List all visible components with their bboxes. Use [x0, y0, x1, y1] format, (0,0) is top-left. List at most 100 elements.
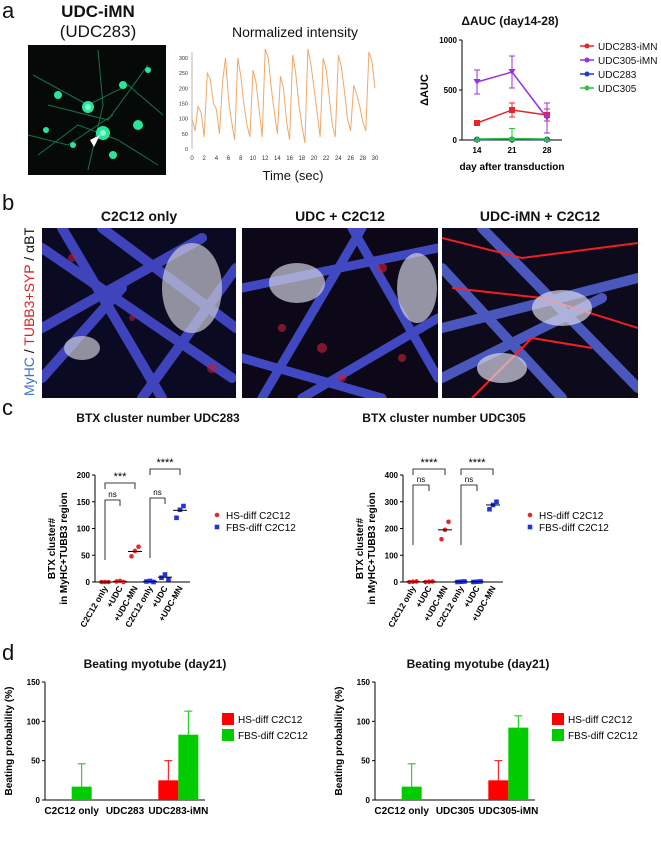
beating-ylabel: Beating probability (%) — [334, 687, 345, 796]
beating-ytick-label: 0 — [366, 796, 371, 805]
beating-ytick-label: 100 — [27, 717, 41, 726]
panel-b-ylabel-part: / αBTX — [21, 228, 37, 265]
btx-udc305-title: BTX cluster number UDC305 — [362, 411, 526, 425]
auc-point — [473, 136, 481, 142]
beating-ytick-label: 0 — [36, 796, 41, 805]
panel-label-d: d — [2, 640, 15, 665]
btx-legend-marker — [214, 524, 220, 530]
auc-title: ΔAUC (day14-28) — [461, 14, 559, 28]
btx-legend-marker — [214, 512, 220, 518]
trace-xtick: 6 — [227, 156, 231, 162]
auc-legend-label: UDC305 — [598, 84, 637, 95]
auc-xtick-label: 28 — [543, 146, 552, 155]
auc-point — [474, 120, 480, 126]
btx-point — [136, 544, 141, 549]
auc-xlabel: day after transduction — [459, 162, 564, 173]
beating-legend-swatch — [552, 729, 564, 741]
beating-udc305-title: Beating myotube (day21) — [406, 657, 550, 671]
beating-xtick-label: UDC305-iMN — [478, 806, 538, 817]
panel-b-title-udc: UDC + C2C12 — [295, 208, 385, 224]
trace-ytick: 50 — [182, 132, 188, 138]
beating-bar — [508, 727, 529, 800]
beating-ytick-label: 100 — [357, 717, 371, 726]
beating-ytick-label: 50 — [31, 757, 40, 766]
auc-point — [508, 135, 516, 142]
auc-ytick-label: 500 — [444, 86, 458, 95]
btx-legend-label: FBS-diff C2C12 — [226, 523, 296, 534]
btx-ylabel-line2: in MyHC+TUBB3 region — [59, 492, 70, 605]
trace-xtick: 26 — [347, 156, 354, 162]
significance-bracket — [460, 484, 478, 545]
btx-point — [147, 578, 153, 584]
btx-ytick-label: 0 — [86, 578, 91, 587]
trace-xtick: 24 — [335, 156, 342, 162]
auc-ytick-label: 1000 — [439, 36, 457, 45]
significance-bracket — [104, 482, 136, 489]
trace-xtick: 30 — [372, 156, 379, 162]
trace-xtick: 12 — [262, 156, 269, 162]
panel-b-ylabel-part: MyHC — [21, 357, 37, 396]
btx-point — [181, 503, 186, 509]
beating-legend-swatch — [222, 729, 234, 741]
beating-udc283-chart: 0 50 100 150 Beating probability (%) C2C12 on… — [4, 678, 308, 817]
significance-label: **** — [420, 457, 438, 469]
panel-label-c: c — [2, 395, 13, 420]
btx-ytick-label: 0 — [394, 578, 399, 587]
significance-bracket — [460, 468, 494, 475]
beating-legend-swatch — [222, 713, 234, 725]
auc-xtick-label: 21 — [508, 146, 517, 155]
beating-ylabel: Beating probability (%) — [4, 687, 15, 796]
trace-xtick: 10 — [250, 156, 257, 162]
auc-legend-label: UDC283-iMN — [598, 42, 657, 53]
significance-label: ns — [417, 475, 425, 484]
beating-xtick-label: UDC283-iMN — [148, 806, 208, 817]
auc-point — [543, 115, 551, 121]
btx-point — [487, 506, 492, 512]
c2c12-only-image — [42, 228, 236, 398]
panel-b-ylabel-part: / — [21, 346, 37, 357]
btx-point — [174, 515, 179, 521]
btx-point — [117, 578, 123, 584]
significance-bracket — [149, 468, 181, 475]
trace-xtick: 18 — [298, 156, 305, 162]
beating-xtick-label: C2C12 only — [374, 806, 429, 817]
trace-series-line — [191, 48, 376, 143]
beating-bar — [178, 734, 199, 800]
btx-point — [446, 519, 451, 525]
significance-label: ns — [153, 488, 161, 497]
udc-imn-fluorescence-image — [28, 45, 166, 175]
panel-b-title-c2c12: C2C12 only — [100, 208, 178, 224]
btx-point — [439, 536, 444, 542]
significance-label: ns — [108, 490, 116, 499]
btx-legend-label: FBS-diff C2C12 — [539, 523, 609, 534]
significance-label: *** — [114, 471, 128, 483]
btx-point — [494, 499, 499, 505]
udc-imn-c2c12-image — [442, 228, 638, 398]
significance-bracket — [412, 468, 446, 475]
trace-ytick: 250 — [179, 71, 188, 77]
auc-point — [543, 136, 551, 142]
trace-xtick: 4 — [215, 156, 219, 162]
beating-udc283-title: Beating myotube (day21) — [83, 657, 227, 671]
auc-legend-label: UDC283 — [598, 70, 637, 81]
btx-ytick-label: 50 — [81, 551, 90, 560]
trace-xtick: 14 — [274, 156, 281, 162]
udc-c2c12-image — [242, 228, 438, 398]
significance-bracket — [104, 499, 121, 560]
panel-label-a: a — [2, 0, 15, 23]
significance-label: **** — [156, 457, 174, 469]
arrowhead-icon — [90, 135, 100, 147]
btx-ytick-label: 150 — [77, 498, 91, 507]
btx-point — [166, 577, 171, 582]
btx-ytick-label: 200 — [77, 471, 91, 480]
trace-xtick: 2 — [203, 156, 207, 162]
svg-text:MyHC / TUBB3+SYP / αBTX: MyHC / TUBB3+SYP / αBTX — [21, 228, 37, 396]
btx-xtick-label: C2C12 only — [386, 584, 418, 629]
beating-ytick-label: 150 — [357, 678, 371, 687]
beating-ytick-label: 50 — [361, 757, 370, 766]
btx-point — [132, 548, 138, 554]
btx-point — [162, 572, 168, 577]
trace-ytick: 200 — [179, 86, 188, 92]
beating-legend-label: HS-diff C2C12 — [238, 715, 303, 726]
beating-ytick-label: 150 — [27, 678, 41, 687]
